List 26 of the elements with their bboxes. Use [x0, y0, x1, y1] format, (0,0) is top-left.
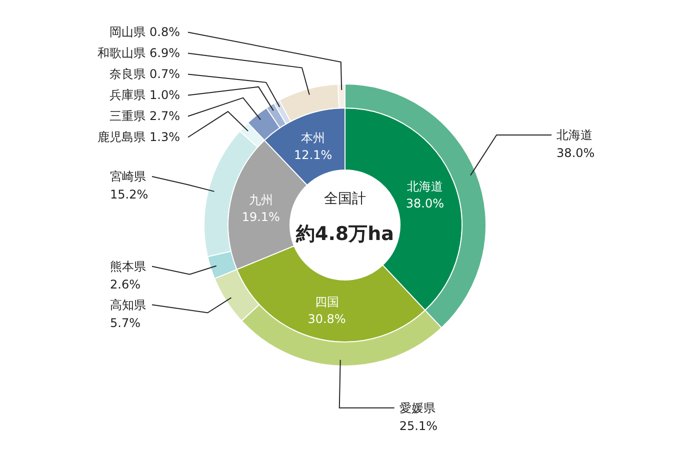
slice-label: 本州: [301, 131, 326, 146]
data-label: 12.1%: [294, 148, 332, 162]
data-label: 2.6%: [110, 277, 140, 292]
data-label: 19.1%: [242, 210, 280, 224]
slice-label: 九州: [248, 193, 273, 208]
slice-label: 高知県: [110, 298, 146, 312]
data-label: 30.8%: [308, 312, 346, 326]
data-label: 15.2%: [110, 187, 148, 202]
slice-label: 兵庫県 1.0%: [110, 88, 180, 102]
slice-label: 宮崎県: [110, 169, 146, 184]
slice-label: 北海道: [406, 179, 443, 194]
text: 約4.8万ha: [294, 223, 394, 245]
slice-label: 北海道: [556, 128, 593, 142]
slice-label: 鹿児島県 1.3%: [98, 130, 180, 144]
text: 全国計: [324, 191, 366, 207]
data-label: 38.0%: [556, 146, 595, 160]
data-label: 25.1%: [399, 418, 438, 433]
slice-label: 愛媛県: [399, 400, 436, 415]
slice-label: 四国: [314, 295, 339, 310]
data-label: 5.7%: [110, 316, 140, 330]
slice-label: 三重県 2.7%: [110, 109, 180, 124]
slice-label: 熊本県: [110, 259, 146, 274]
data-label: 38.0%: [406, 196, 444, 210]
slice-label: 和歌山県 6.9%: [98, 46, 180, 60]
slice-label: 奈良県 0.7%: [110, 67, 180, 82]
slice-label: 岡山県 0.8%: [110, 25, 180, 40]
